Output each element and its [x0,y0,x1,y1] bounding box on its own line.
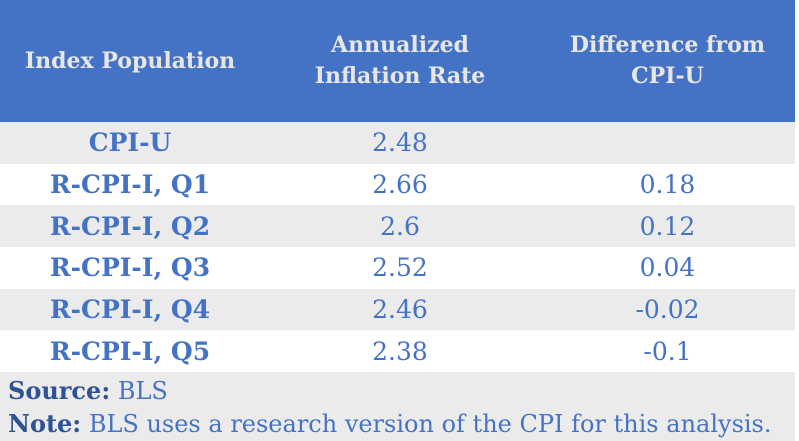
source-label: Source: [8,376,111,406]
table-footer: Source: BLS Note: BLS uses a research ve… [0,372,795,441]
column-header-index-population: Index Population [0,0,260,122]
cell-diff: -0.1 [643,336,692,366]
note-label: Note: [8,409,82,439]
cell-rate: 2.46 [372,295,428,325]
table-row: R-CPI-I, Q1 2.66 0.18 [0,163,795,206]
column-header-label: Index Population [24,47,236,74]
cell-population: R-CPI-I, Q5 [49,336,211,366]
source-value: BLS [117,377,168,406]
note-value: BLS uses a research version of the CPI f… [88,410,772,439]
cell-population: R-CPI-I, Q3 [49,253,211,283]
cell-rate: 2.66 [372,170,428,200]
note-line: Note: BLS uses a research version of the… [8,408,785,441]
cell-diff [540,122,795,164]
column-header-label: Annualized Inflation Rate [314,32,486,89]
cell-rate: 2.6 [380,211,420,241]
cell-rate: 2.48 [372,128,428,158]
column-header-label: Difference from CPI-U [569,32,766,89]
column-header-difference-from-cpiu: Difference from CPI-U [540,0,795,122]
column-header-annualized-inflation-rate: Annualized Inflation Rate [260,0,540,122]
cell-population: R-CPI-I, Q1 [49,170,211,200]
cell-diff: -0.02 [635,295,700,325]
cell-diff: 0.12 [639,211,696,241]
table-row: R-CPI-I, Q5 2.38 -0.1 [0,330,795,373]
table-row: R-CPI-I, Q4 2.46 -0.02 [0,288,795,331]
cell-rate: 2.38 [372,336,428,366]
cell-rate: 2.52 [372,253,428,283]
table-row: R-CPI-I, Q2 2.6 0.12 [0,205,795,248]
cell-diff: 0.18 [639,170,696,200]
cell-population: CPI-U [88,128,172,158]
source-line: Source: BLS [8,375,785,408]
cell-population: R-CPI-I, Q2 [49,211,211,241]
table-row: CPI-U 2.48 [0,122,795,164]
cell-diff: 0.04 [639,253,696,283]
cell-population: R-CPI-I, Q4 [49,295,211,325]
table-header-row: Index Population Annualized Inflation Ra… [0,0,795,122]
table-row: R-CPI-I, Q3 2.52 0.04 [0,247,795,289]
